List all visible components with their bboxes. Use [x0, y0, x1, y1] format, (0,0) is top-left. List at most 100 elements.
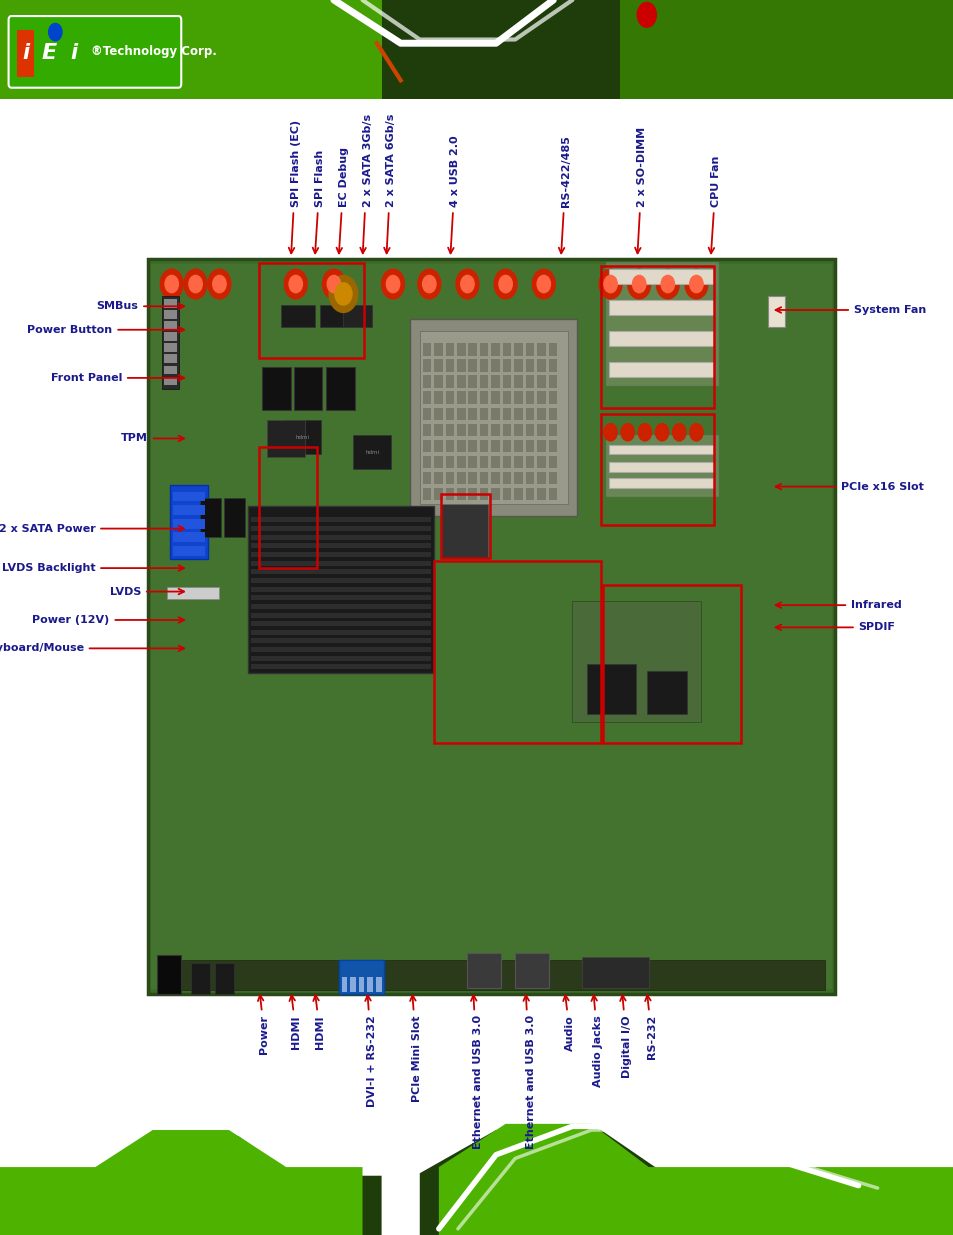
Bar: [537, 424, 545, 436]
Bar: [514, 375, 522, 388]
Bar: [537, 488, 545, 500]
Bar: [525, 391, 534, 404]
Circle shape: [632, 275, 645, 293]
Bar: [514, 391, 522, 404]
Bar: [502, 375, 511, 388]
Text: SPI Flash (EC): SPI Flash (EC): [289, 120, 300, 253]
Bar: [525, 375, 534, 388]
Bar: [214, 963, 233, 994]
Bar: [479, 424, 488, 436]
Bar: [537, 391, 545, 404]
Circle shape: [189, 275, 202, 293]
Circle shape: [498, 275, 512, 293]
Circle shape: [422, 275, 436, 293]
Bar: [605, 262, 718, 385]
Bar: [164, 377, 177, 385]
Bar: [456, 408, 465, 420]
Bar: [502, 424, 511, 436]
Bar: [479, 440, 488, 452]
Bar: [434, 391, 442, 404]
Bar: [251, 569, 431, 574]
Bar: [456, 359, 465, 372]
Bar: [164, 366, 177, 374]
Bar: [456, 375, 465, 388]
Bar: [525, 424, 534, 436]
Bar: [600, 266, 713, 408]
Bar: [251, 517, 431, 522]
Bar: [251, 656, 431, 661]
Bar: [445, 343, 454, 356]
Bar: [537, 456, 545, 468]
Text: 4 x USB 2.0: 4 x USB 2.0: [448, 136, 459, 253]
Bar: [445, 391, 454, 404]
Bar: [445, 408, 454, 420]
Polygon shape: [0, 0, 381, 99]
Bar: [422, 424, 431, 436]
Bar: [326, 367, 355, 410]
Bar: [422, 375, 431, 388]
Bar: [456, 472, 465, 484]
Bar: [537, 440, 545, 452]
Bar: [502, 440, 511, 452]
Bar: [224, 498, 245, 537]
Circle shape: [494, 269, 517, 299]
Bar: [514, 343, 522, 356]
Bar: [248, 506, 434, 673]
Bar: [456, 488, 465, 500]
Circle shape: [289, 275, 302, 293]
Bar: [468, 359, 476, 372]
Text: Ethernet and USB 3.0: Ethernet and USB 3.0: [523, 995, 535, 1150]
Bar: [608, 445, 713, 454]
Bar: [605, 435, 718, 496]
Bar: [479, 456, 488, 468]
Bar: [502, 488, 511, 500]
Text: PCIe x16 Slot: PCIe x16 Slot: [775, 482, 923, 492]
Bar: [502, 343, 511, 356]
Text: 2 x SATA 3Gb/s: 2 x SATA 3Gb/s: [360, 115, 372, 253]
Text: LVDS: LVDS: [110, 587, 184, 597]
Bar: [170, 485, 208, 559]
Circle shape: [672, 424, 685, 441]
Bar: [445, 488, 454, 500]
Bar: [445, 375, 454, 388]
Polygon shape: [438, 1124, 953, 1235]
Bar: [479, 472, 488, 484]
Bar: [514, 488, 522, 500]
Bar: [251, 630, 431, 635]
Bar: [440, 496, 488, 558]
Bar: [262, 367, 291, 410]
Circle shape: [637, 2, 656, 27]
Bar: [600, 414, 713, 525]
Bar: [525, 359, 534, 372]
Circle shape: [329, 275, 357, 312]
Text: Power (12V): Power (12V): [32, 615, 184, 625]
Circle shape: [689, 424, 702, 441]
Text: System Fan: System Fan: [775, 305, 925, 315]
Text: i: i: [71, 43, 78, 63]
Text: SMBus: SMBus: [96, 301, 184, 311]
Bar: [468, 424, 476, 436]
Bar: [251, 526, 431, 531]
Bar: [422, 440, 431, 452]
Bar: [491, 359, 499, 372]
Circle shape: [460, 275, 474, 293]
Text: RS-422/485: RS-422/485: [558, 136, 570, 253]
Bar: [251, 561, 431, 566]
Circle shape: [603, 275, 617, 293]
Bar: [548, 488, 557, 500]
Circle shape: [456, 269, 478, 299]
Bar: [608, 478, 713, 488]
Text: Infrared: Infrared: [775, 600, 901, 610]
Bar: [456, 456, 465, 468]
Bar: [456, 391, 465, 404]
Bar: [525, 440, 534, 452]
Bar: [434, 408, 442, 420]
Bar: [422, 408, 431, 420]
Circle shape: [381, 269, 404, 299]
Bar: [548, 343, 557, 356]
Bar: [479, 343, 488, 356]
Bar: [491, 391, 499, 404]
Text: SPDIF: SPDIF: [775, 622, 895, 632]
Circle shape: [532, 269, 555, 299]
Text: CPU Fan: CPU Fan: [708, 156, 720, 253]
